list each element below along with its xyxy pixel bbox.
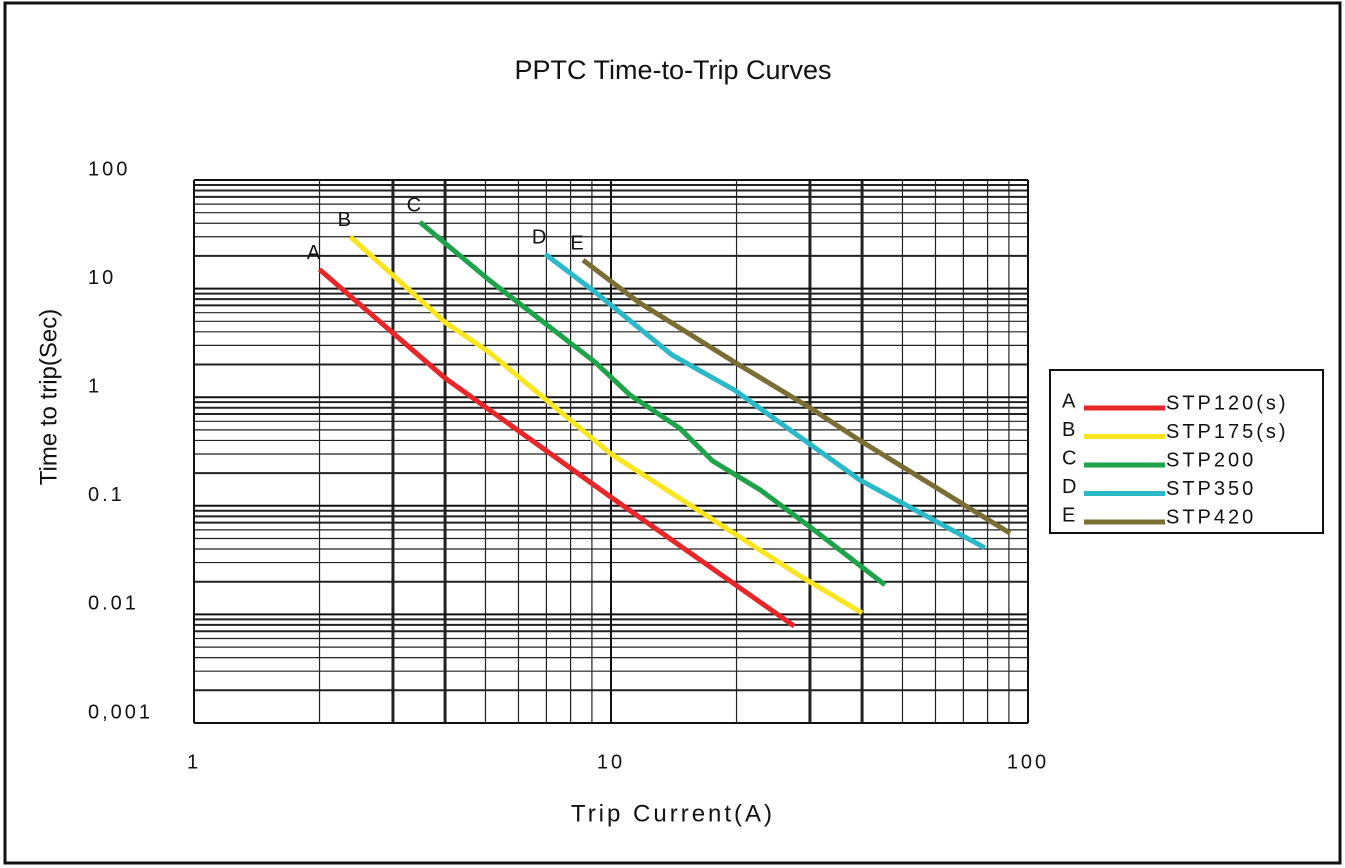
y-axis-label: Time to trip(Sec) [35,309,62,485]
y-tick-label: 0,001 [88,701,153,723]
legend-name: STP350 [1166,478,1256,500]
curve-label: D [532,226,546,248]
series-line [581,258,1012,536]
legend-name: STP200 [1166,449,1256,471]
legend-letter: D [1062,476,1076,498]
y-tick-label: 100 [88,158,130,180]
legend-letter: A [1062,390,1076,412]
x-axis-label: Trip Current(A) [571,800,775,827]
legend-name: STP120(s) [1166,392,1289,414]
series-line [348,234,864,616]
x-tick-label: 10 [597,751,625,773]
series-line [418,220,887,587]
y-tick-label: 0.01 [88,593,139,615]
legend-name: STP420 [1166,506,1256,528]
curve-label: B [338,209,351,231]
y-tick-label: 10 [88,267,116,289]
chart-title: PPTC Time-to-Trip Curves [514,55,831,85]
x-tick-label: 1 [187,751,201,773]
curve-label: E [570,232,583,254]
x-tick-label: 100 [1007,751,1049,773]
series-line [317,267,796,629]
legend-letter: B [1062,419,1075,441]
curve-label: A [307,242,321,264]
legend-name: STP175(s) [1166,421,1289,443]
frame [3,1,1342,865]
legend-letter: C [1062,447,1076,469]
y-tick-label: 0.1 [88,484,125,506]
curve-label: C [407,194,421,216]
series-line [543,252,987,551]
legend-letter: E [1062,504,1075,526]
legend-box [1049,369,1324,534]
y-tick-label: 1 [88,375,102,397]
